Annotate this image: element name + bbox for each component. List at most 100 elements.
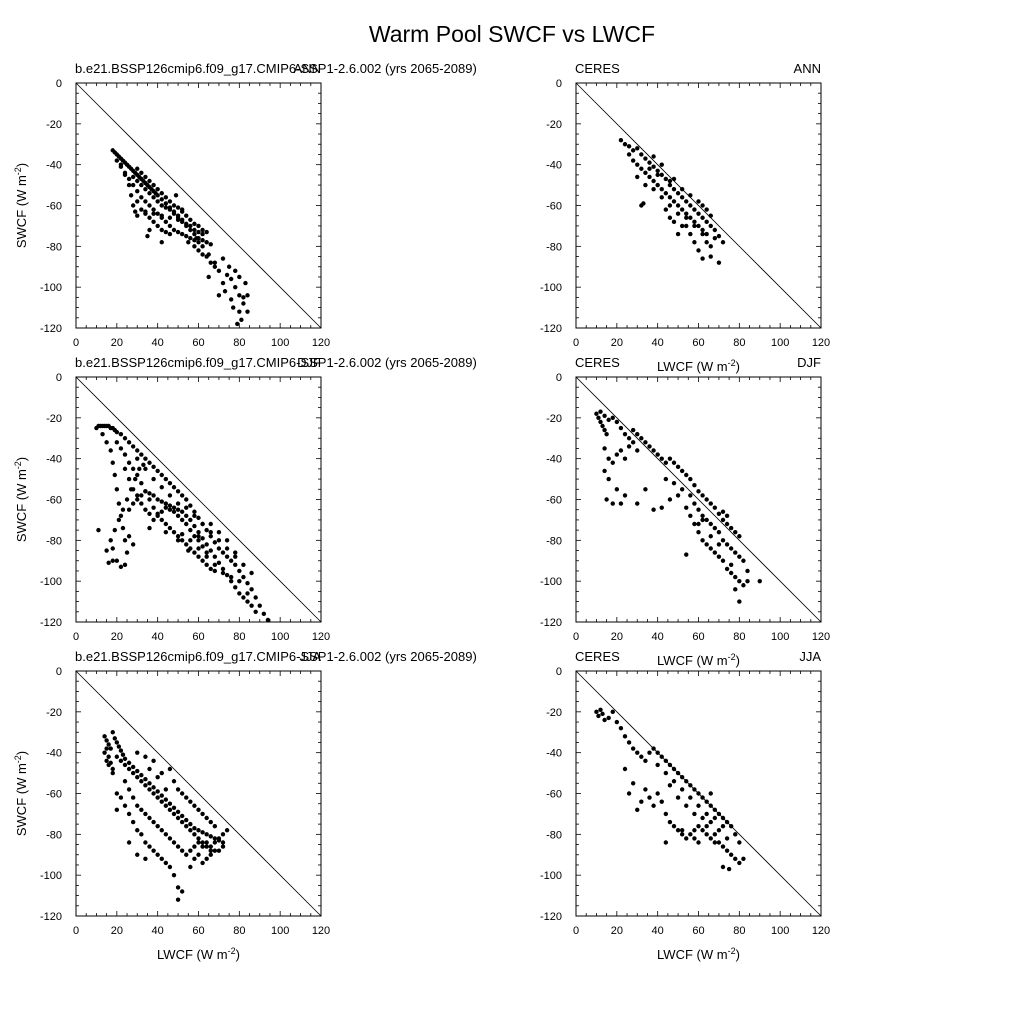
data-point [212, 540, 218, 545]
data-point [192, 803, 197, 808]
data-point [663, 811, 669, 817]
data-point [179, 231, 185, 237]
data-point [708, 521, 713, 527]
data-point [114, 487, 120, 492]
data-point [122, 756, 128, 761]
data-point [206, 252, 211, 257]
y-tick-label: -80 [46, 241, 62, 253]
y-tick-label: 0 [56, 78, 62, 90]
data-point [216, 538, 222, 543]
data-point [675, 493, 681, 498]
data-point [200, 558, 205, 563]
data-point [188, 223, 193, 229]
data-point [228, 558, 234, 563]
data-point [143, 754, 148, 759]
data-point [696, 521, 701, 527]
data-point [249, 570, 254, 576]
data-point [167, 199, 173, 204]
data-point [167, 864, 173, 870]
data-point [196, 248, 201, 253]
data-point [700, 256, 705, 261]
data-point [155, 186, 160, 192]
data-point [741, 856, 746, 862]
data-point [692, 207, 697, 212]
data-point [135, 189, 140, 194]
data-point [126, 787, 132, 792]
data-point [675, 203, 681, 208]
data-point [188, 538, 193, 543]
data-point [237, 293, 242, 298]
data-point [139, 182, 144, 188]
data-point [118, 513, 124, 519]
data-points [102, 730, 230, 902]
reference-line [75, 376, 322, 623]
data-point [192, 550, 197, 555]
data-point [728, 570, 734, 576]
data-point [175, 489, 181, 494]
data-point [143, 186, 148, 192]
data-point [651, 164, 656, 169]
data-point [602, 446, 607, 451]
data-point [688, 215, 693, 220]
data-point [167, 480, 173, 486]
x-tick-label: 0 [573, 925, 579, 937]
data-point [626, 436, 632, 441]
data-point [696, 248, 701, 253]
data-point [257, 603, 262, 608]
data-point [598, 419, 603, 425]
data-point [233, 268, 238, 274]
data-point [135, 472, 140, 478]
x-tick-label: 100 [771, 925, 789, 937]
data-point [704, 832, 709, 837]
data-point [716, 233, 722, 239]
data-point [663, 176, 669, 182]
y-tick-label: 0 [556, 372, 562, 384]
data-point [724, 521, 730, 527]
data-point [147, 227, 152, 233]
data-point [194, 235, 199, 241]
data-point [196, 807, 201, 813]
data-point [704, 240, 709, 245]
data-point [659, 162, 664, 167]
data-point [696, 529, 701, 535]
data-point [598, 707, 603, 712]
data-point [614, 419, 620, 425]
data-point [135, 750, 140, 755]
data-point [233, 550, 238, 555]
data-point [222, 289, 228, 294]
data-point [224, 828, 230, 833]
data-point [163, 501, 169, 506]
data-point [233, 284, 238, 290]
y-axis-label: SWCF (W m-2) [13, 751, 29, 836]
data-point [737, 599, 742, 604]
data-point [135, 166, 140, 171]
data-point [733, 856, 738, 862]
x-tick-label: 0 [73, 631, 79, 643]
data-point [659, 186, 664, 192]
data-point [118, 431, 124, 437]
data-point [188, 217, 193, 222]
data-point [596, 415, 601, 421]
data-point [173, 193, 179, 198]
data-point [163, 219, 169, 225]
data-point [235, 321, 240, 327]
data-point [622, 493, 628, 498]
data-point [130, 764, 136, 770]
data-point [704, 811, 709, 817]
data-point [704, 517, 709, 523]
data-point [135, 768, 140, 774]
data-point [139, 452, 144, 457]
data-point [204, 554, 209, 559]
data-point [171, 203, 177, 208]
data-point [126, 766, 132, 772]
data-point [104, 440, 109, 445]
data-point [220, 550, 226, 555]
x-tick-label: 60 [692, 925, 704, 937]
data-point [159, 517, 164, 523]
data-point [135, 828, 140, 833]
data-point [179, 509, 185, 514]
data-point [151, 505, 156, 510]
data-point [720, 509, 726, 514]
data-point [651, 186, 656, 192]
data-point [188, 235, 193, 241]
